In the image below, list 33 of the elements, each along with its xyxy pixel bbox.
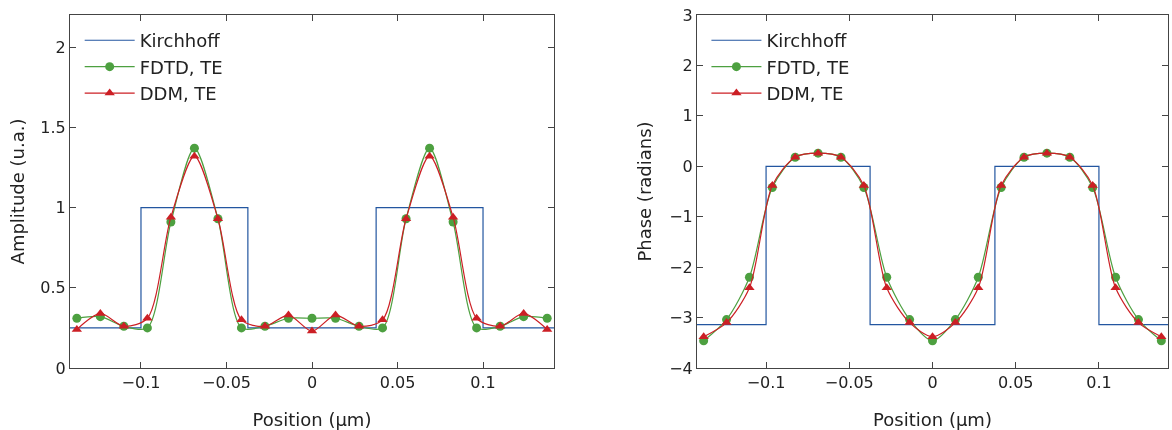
y-tick-label: −4	[669, 358, 693, 378]
x-tick-label: 0.1	[1086, 373, 1112, 393]
legend-label: Kirchhoff	[766, 30, 847, 52]
y-axis-title: Amplitude (u.a.)	[7, 118, 28, 265]
y-tick-label: −3	[669, 308, 693, 328]
x-tick-label: 0	[927, 373, 938, 393]
x-axis-title: Position (μm)	[873, 409, 992, 430]
y-tick-label: 2	[55, 37, 66, 57]
y-tick-label: 0.5	[40, 278, 66, 298]
x-tick-label: −0.05	[824, 373, 874, 393]
legend-label: FDTD, TE	[766, 56, 850, 78]
y-tick-label: 1	[682, 106, 693, 126]
y-tick-label: 2	[682, 56, 693, 76]
x-tick-label: −0.05	[201, 373, 252, 393]
y-tick-label: −2	[669, 257, 693, 277]
y-tick-label: 1	[55, 198, 66, 218]
y-tick-label: 1.5	[40, 117, 66, 137]
x-tick-label: −0.1	[121, 373, 161, 393]
x-tick-label: 0.05	[379, 373, 416, 393]
legend-label: FDTD, TE	[139, 56, 223, 78]
legend-label: DDM, TE	[139, 83, 217, 105]
legend-label: DDM, TE	[766, 83, 844, 105]
y-tick-label: 3	[682, 5, 693, 25]
y-tick-label: 0	[682, 156, 693, 176]
x-axis-title: Position (μm)	[252, 409, 372, 430]
y-axis-title: Phase (radians)	[634, 121, 655, 262]
x-tick-label: 0	[306, 373, 318, 393]
y-tick-label: 0	[55, 358, 66, 378]
y-tick-label: −1	[669, 207, 693, 227]
x-tick-label: 0.1	[470, 373, 496, 393]
legend-label: Kirchhoff	[139, 30, 221, 52]
x-tick-label: −0.1	[746, 373, 786, 393]
x-tick-label: 0.05	[997, 373, 1034, 393]
